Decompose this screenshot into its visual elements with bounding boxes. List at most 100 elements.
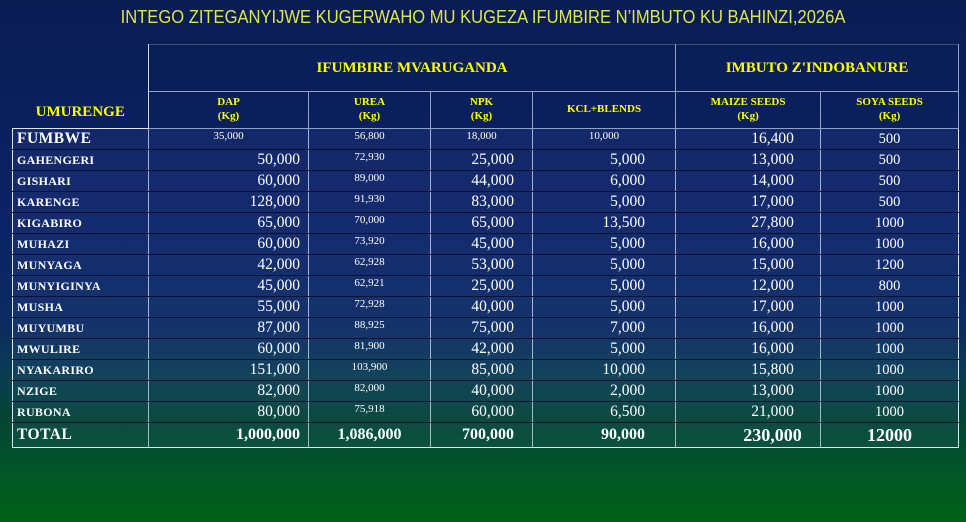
cell-soya-seeds: 500 bbox=[820, 128, 960, 150]
row-label: MUHAZI bbox=[12, 233, 149, 255]
table-row: MUHAZI 60,000 73,920 45,000 5,000 16,000 1000 bbox=[12, 233, 960, 255]
cell-urea: 70,000 bbox=[308, 212, 431, 234]
cell-soya-seeds: 1000 bbox=[820, 380, 960, 402]
cell-kcl-blends: 90,000 bbox=[531, 422, 677, 448]
cell-urea: 62,928 bbox=[308, 254, 431, 276]
cell-maize-seeds: 16,000 bbox=[675, 338, 822, 360]
table-row: NYAKARIRO 151,000 103,900 85,000 10,000 15,80… bbox=[12, 359, 960, 381]
cell-maize-seeds: 16,000 bbox=[675, 317, 822, 339]
cell-npk: 75,000 bbox=[430, 317, 533, 339]
column-header-kcl-blends: KCL+BLENDS bbox=[531, 91, 677, 129]
cell-soya-seeds: 500 bbox=[820, 149, 960, 171]
cell-urea: 81,900 bbox=[308, 338, 431, 360]
cell-maize-seeds: 12,000 bbox=[675, 275, 822, 297]
cell-npk: 60,000 bbox=[430, 401, 533, 423]
group-header-ifumbire-mvaruganda: IFUMBIRE MVARUGANDA bbox=[147, 44, 677, 92]
page-title: INTEGO ZITEGANYIJWE KUGERWAHO MU KUGEZA … bbox=[120, 7, 846, 27]
table-header: UMURENGE IFUMBIRE MVARUGANDA IMBUTO Z'IN… bbox=[12, 44, 960, 129]
table-row: GAHENGERI 50,000 72,930 25,000 5,000 13,000 50… bbox=[12, 149, 960, 171]
cell-npk: 42,000 bbox=[430, 338, 533, 360]
cell-kcl-blends: 5,000 bbox=[531, 338, 677, 360]
cell-npk: 18,000 bbox=[430, 128, 533, 150]
cell-maize-seeds: 17,000 bbox=[675, 191, 822, 213]
cell-dap: 45,000 bbox=[148, 275, 309, 297]
cell-dap: 60,000 bbox=[148, 338, 309, 360]
cell-npk: 53,000 bbox=[430, 254, 533, 276]
cell-maize-seeds: 16,000 bbox=[675, 233, 822, 255]
cell-dap: 80,000 bbox=[148, 401, 309, 423]
column-header-umurenge: UMURENGE bbox=[12, 44, 149, 129]
cell-urea: 73,920 bbox=[308, 233, 431, 255]
cell-npk: 40,000 bbox=[430, 380, 533, 402]
row-label: MWULIRE bbox=[12, 338, 149, 360]
cell-kcl-blends: 2,000 bbox=[531, 380, 677, 402]
column-header-dap: DAP (Kg) bbox=[148, 91, 309, 129]
row-label: RUBONA bbox=[12, 401, 149, 423]
row-label: NYAKARIRO bbox=[12, 359, 149, 381]
cell-soya-seeds: 1000 bbox=[820, 401, 960, 423]
fertilizer-seed-targets-table: UMURENGE IFUMBIRE MVARUGANDA IMBUTO Z'IN… bbox=[12, 44, 960, 448]
table-body: FUMBWE 35,000 56,800 18,000 10,000 16,400 500 G… bbox=[12, 128, 960, 448]
cell-maize-seeds: 13,000 bbox=[675, 380, 822, 402]
cell-dap: 42,000 bbox=[148, 254, 309, 276]
cell-maize-seeds: 21,000 bbox=[675, 401, 822, 423]
cell-npk: 25,000 bbox=[430, 149, 533, 171]
cell-maize-seeds: 17,000 bbox=[675, 296, 822, 318]
row-label: MUYUMBU bbox=[12, 317, 149, 339]
cell-dap: 60,000 bbox=[148, 233, 309, 255]
table-row: GISHARI 60,000 89,000 44,000 6,000 14,000 500 bbox=[12, 170, 960, 192]
table-row: MUYUMBU 87,000 88,925 75,000 7,000 16,000 1000 bbox=[12, 317, 960, 339]
row-label: MUNYIGINYA bbox=[12, 275, 149, 297]
cell-kcl-blends: 10,000 bbox=[531, 128, 677, 150]
cell-dap: 87,000 bbox=[148, 317, 309, 339]
row-label: KIGABIRO bbox=[12, 212, 149, 234]
cell-npk: 40,000 bbox=[430, 296, 533, 318]
cell-soya-seeds: 1000 bbox=[820, 233, 960, 255]
table-row: NZIGE 82,000 82,000 40,000 2,000 13,000 1000 bbox=[12, 380, 960, 402]
cell-soya-seeds: 800 bbox=[820, 275, 960, 297]
cell-soya-seeds: 1000 bbox=[820, 317, 960, 339]
cell-dap: 82,000 bbox=[148, 380, 309, 402]
cell-urea: 62,921 bbox=[308, 275, 431, 297]
cell-kcl-blends: 5,000 bbox=[531, 191, 677, 213]
cell-npk: 44,000 bbox=[430, 170, 533, 192]
column-header-row: DAP (Kg) UREA (Kg) NPK (Kg) KCL+BLENDS MAIZE SE… bbox=[13, 91, 960, 129]
cell-urea: 91,930 bbox=[308, 191, 431, 213]
cell-npk: 85,000 bbox=[430, 359, 533, 381]
cell-dap: 65,000 bbox=[148, 212, 309, 234]
cell-soya-seeds: 1200 bbox=[820, 254, 960, 276]
column-header-maize-seeds: MAIZE SEEDS (Kg) bbox=[675, 91, 822, 129]
cell-dap: 60,000 bbox=[148, 170, 309, 192]
cell-urea: 88,925 bbox=[308, 317, 431, 339]
cell-maize-seeds: 230,000 bbox=[675, 422, 822, 448]
cell-maize-seeds: 16,400 bbox=[675, 128, 822, 150]
row-label: MUNYAGA bbox=[12, 254, 149, 276]
row-label: KARENGE bbox=[12, 191, 149, 213]
table-row: KARENGE 128,000 91,930 83,000 5,000 17,000 500 bbox=[12, 191, 960, 213]
cell-soya-seeds: 1000 bbox=[820, 359, 960, 381]
table-row: RUBONA 80,000 75,918 60,000 6,500 21,000 1000 bbox=[12, 401, 960, 423]
cell-dap: 50,000 bbox=[148, 149, 309, 171]
row-label: NZIGE bbox=[12, 380, 149, 402]
cell-kcl-blends: 6,000 bbox=[531, 170, 677, 192]
cell-dap: 151,000 bbox=[148, 359, 309, 381]
table-row: MUNYIGINYA 45,000 62,921 25,000 5,000 12,000 8… bbox=[12, 275, 960, 297]
cell-maize-seeds: 15,000 bbox=[675, 254, 822, 276]
cell-kcl-blends: 13,500 bbox=[531, 212, 677, 234]
cell-npk: 83,000 bbox=[430, 191, 533, 213]
row-label: GAHENGERI bbox=[12, 149, 149, 171]
table-row: FUMBWE 35,000 56,800 18,000 10,000 16,400 500 bbox=[12, 128, 960, 150]
row-label: MUSHA bbox=[12, 296, 149, 318]
cell-npk: 700,000 bbox=[430, 422, 533, 448]
cell-soya-seeds: 1000 bbox=[820, 212, 960, 234]
table-row: KIGABIRO 65,000 70,000 65,000 13,500 27,800 10… bbox=[12, 212, 960, 234]
cell-kcl-blends: 6,500 bbox=[531, 401, 677, 423]
cell-kcl-blends: 5,000 bbox=[531, 149, 677, 171]
row-label: TOTAL bbox=[12, 422, 149, 448]
group-header-imbuto-zindobanure: IMBUTO Z'INDOBANURE bbox=[675, 44, 960, 92]
cell-urea: 75,918 bbox=[308, 401, 431, 423]
table-row: MWULIRE 60,000 81,900 42,000 5,000 16,000 1000 bbox=[12, 338, 960, 360]
cell-soya-seeds: 1000 bbox=[820, 296, 960, 318]
cell-soya-seeds: 12000 bbox=[820, 422, 960, 448]
table-row: MUSHA 55,000 72,928 40,000 5,000 17,000 1000 bbox=[12, 296, 960, 318]
